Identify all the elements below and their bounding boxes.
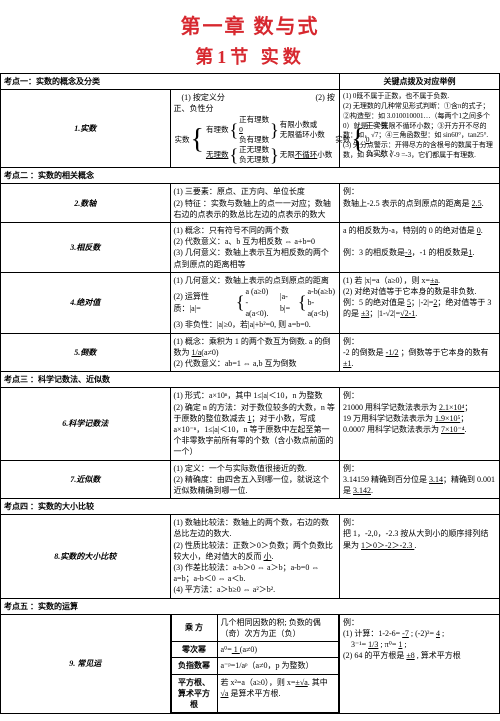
kp2-title: 考点二 ：实数的相关概念 xyxy=(1,168,500,184)
kp1-content: (1) 按定义分 (2) 按正、负性分 实数 { 有理数 { 正有理数 0 负有… xyxy=(170,90,340,168)
page-title: 第一章 数与式 第1节 实数 xyxy=(0,0,500,73)
kp3-title: 考点三 ：科学记数法、近似数 xyxy=(1,372,500,388)
chapter-title: 第一章 数与式 xyxy=(0,10,500,39)
kp1-row: 1.实数 (1) 按定义分 (2) 按正、负性分 实数 { 有理数 { 正有理数… xyxy=(1,90,500,168)
key-hint-header: 关键点拨及对应举例 xyxy=(340,74,500,90)
kp1-header-row: 考点一：实数的概念及分类 关键点拨及对应举例 xyxy=(1,74,500,90)
kp5-title: 考点五 ：实数的运算 xyxy=(1,598,500,614)
kp3-row-1: 7.近似数 (1) 定义：一个与实际数值很接近的数. (2) 精确度：由四舍五入… xyxy=(1,460,500,499)
section-title: 第1节 实数 xyxy=(0,43,500,69)
def-by-definition: (1) 按定义分 xyxy=(174,92,244,103)
kp3-row-0: 6.科学记数法 (1) 形式：a×10ⁿ，其中 1≤|a|＜10，n 为整数 (… xyxy=(1,388,500,460)
kp2-row-3: 5.倒数 (1) 概念：乘积为 1 的两个数互为倒数. a 的倒数为 1/a(a… xyxy=(1,333,500,372)
content-table: 考点一：实数的概念及分类 关键点拨及对应举例 1.实数 (1) 按定义分 (2)… xyxy=(0,73,500,714)
kp1-label: 1.实数 xyxy=(1,90,171,168)
kp5-inner-table: 乘 方几个相同因数的积; 负数的偶（奇）次方为正（负） 零次幂a⁰= 1 (a≠… xyxy=(171,615,340,713)
classification-tree: 实数 { 有理数 { 正有理数 0 负有理数 } 有限小数或 xyxy=(174,115,337,166)
kp2-row-0: 2.数轴 (1) 三要素：原点、正方向、单位长度 (2) 特征 ：实数与数轴上的… xyxy=(1,184,500,223)
kp4-title: 考点四 ：实数的大小比较 xyxy=(1,499,500,515)
kp2-row-1: 3.相反数 (1) 概念：只有符号不同的两个数 (2) 代数意义：a、b 互为相… xyxy=(1,222,500,272)
kp3-header-row: 考点三 ：科学记数法、近似数 xyxy=(1,372,500,388)
kp2-row-2: 4.绝对值 (1) 几何意义：数轴上表示的点到原点的距离 (2) 运算性质：|a… xyxy=(1,272,500,333)
kp5-row: 9. 常见运 乘 方几个相同因数的积; 负数的偶（奇）次方为正（负） 零次幂a⁰… xyxy=(1,614,500,713)
kp2-header-row: 考点二 ：实数的相关概念 xyxy=(1,168,500,184)
kp5-header-row: 考点五 ：实数的运算 xyxy=(1,598,500,614)
kp1-hints: (1) 0既不属于正数，也不属于负数. (2) 无理数的几种常见形式判断：①含π… xyxy=(340,90,500,168)
kp4-row: 8.实数的大小比较 (1) 数轴比较法：数轴上的两个数，右边的数总比左边的数大.… xyxy=(1,515,500,598)
kp1-title: 考点一：实数的概念及分类 xyxy=(1,74,340,90)
kp4-header-row: 考点四 ：实数的大小比较 xyxy=(1,499,500,515)
